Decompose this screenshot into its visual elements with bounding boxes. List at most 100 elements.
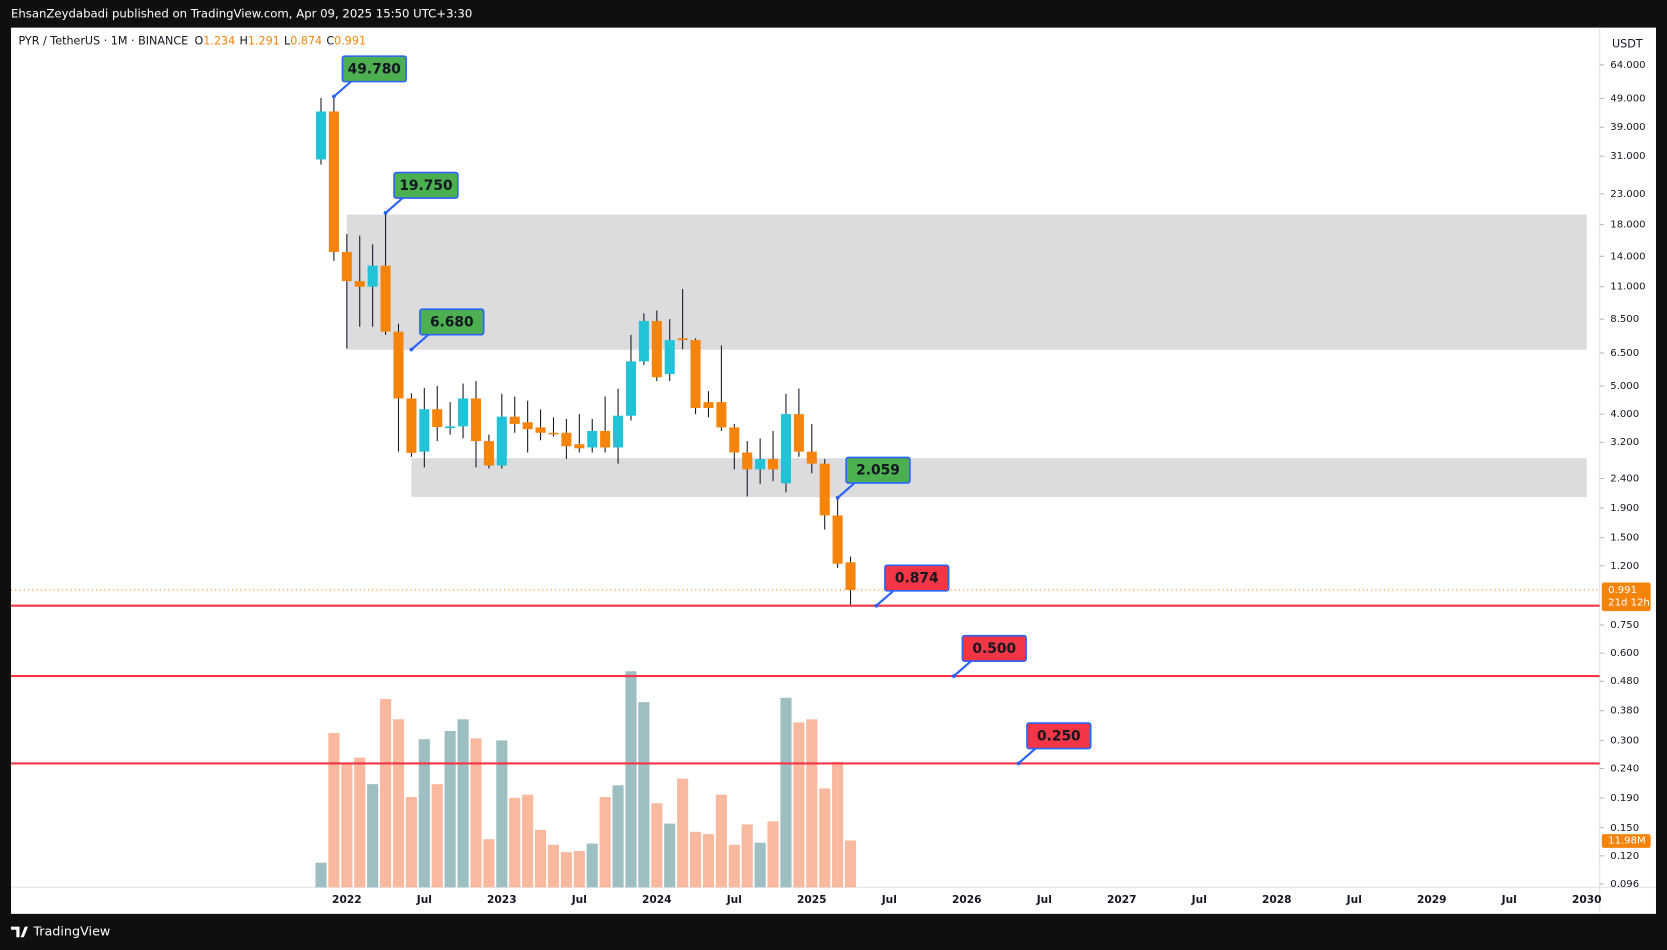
volume-bar [832,761,844,888]
candle-body [341,251,352,282]
callout-box [1026,722,1092,750]
y-tick-label: 0.300 [1610,735,1639,746]
x-tick-label: Jul [726,893,742,906]
candle-body [393,331,404,399]
ohlc-value: 1.291 [248,34,280,47]
x-tick-label: Jul [416,893,432,906]
price-tag-label: 0.991 [1608,585,1637,596]
volume-bar [367,784,379,888]
callout-label: 0.250 [1037,728,1081,744]
x-tick-label: Jul [1036,893,1052,906]
callout-pointer [875,590,895,607]
candle-body [380,265,391,332]
candle-body [587,430,598,448]
candle-body [793,414,804,452]
candle-body [832,515,843,564]
volume-bar [767,821,779,888]
callout-pointer [1017,747,1037,765]
callout-label: 49.780 [348,61,401,77]
candle-body [432,409,443,428]
y-tick-label: 0.600 [1610,648,1639,659]
callout-anchor [835,495,840,500]
candle-body [354,281,365,287]
callout-pointer [384,197,404,214]
candle-body [819,463,830,516]
candle-body [677,338,688,341]
callout-box [393,171,459,199]
y-tick-label: 39.000 [1610,122,1645,133]
volume-bar [728,844,740,888]
ohlc-key: L [284,34,291,47]
x-tick-label: 2023 [487,893,517,906]
y-tick-label: 2.400 [1610,473,1639,484]
x-tick-label: 2025 [797,893,827,906]
volume-bar [573,850,585,888]
zone [346,214,1587,350]
y-tick-label: 11.000 [1610,282,1645,293]
volume-bar [380,698,392,888]
x-tick-label: Jul [881,893,897,906]
brand: TradingView [32,924,110,939]
candle-body [755,459,766,470]
volume-bar [315,862,327,888]
volume-bar [651,803,663,888]
volume-bar [547,844,560,888]
callout-label: 6.680 [430,314,474,330]
callout-label: 0.500 [972,641,1016,657]
volume-bar [418,739,430,888]
candle-body [445,426,456,429]
y-tick-label: 0.380 [1610,706,1639,717]
candle-body [483,441,494,466]
ohlc-key: C [326,34,334,47]
volume-tag-label: 11.98M [1608,835,1646,846]
callout-pointer [953,660,972,677]
y-tick-label: 31.000 [1610,151,1645,162]
y-tick-label: 14.000 [1610,251,1645,262]
candle-body [638,320,649,362]
candle-body [729,427,740,453]
candle-body [600,430,611,448]
y-tick-label: 23.000 [1610,189,1645,200]
ohlc-value: 0.991 [334,34,366,47]
candle-body [470,398,482,442]
volume-bar [638,702,650,888]
x-tick-label: 2026 [952,893,982,906]
candle-body [613,415,624,448]
volume-bar [534,829,547,888]
candle-body [625,361,637,416]
volume-bar [599,797,611,888]
volume-bar [689,831,702,888]
volume-bar [715,794,727,888]
y-tick-label: 4.000 [1610,409,1639,420]
callout-label: 2.059 [856,463,900,479]
symbol: PYR / TetherUS · 1M · BINANCE [18,34,188,47]
volume-bar [806,719,818,888]
candle-body [561,432,572,447]
callout-box [341,55,407,83]
x-tick-label: 2024 [642,893,672,906]
callout-anchor [874,603,879,608]
y-tick-label: 1.500 [1610,533,1639,544]
callout-anchor [409,347,414,352]
zone [411,458,1587,498]
volume-bar [560,852,572,888]
x-tick-label: Jul [1501,893,1517,906]
volume-bar [625,671,637,888]
x-tick-label: 2029 [1417,893,1447,906]
callout-pointer [836,482,856,499]
x-tick-label: 2022 [332,893,362,906]
callout-box [845,456,911,484]
y-tick-label: 0.190 [1610,793,1639,804]
candle-body [690,340,701,408]
candle-body [367,265,378,287]
y-tick-label: 1.900 [1610,503,1639,514]
volume-bar [496,740,508,888]
ohlc-key: H [239,34,247,47]
candle-body [328,111,339,252]
y-tick-label: 0.150 [1610,823,1639,834]
volume-tag [1601,834,1651,848]
publisher: EhsanZeydabadi published on TradingView.… [11,6,472,20]
volume-bar [405,797,417,888]
symbol-legend: PYR / TetherUS · 1M · BINANCE O1.234 H1.29… [18,34,366,47]
